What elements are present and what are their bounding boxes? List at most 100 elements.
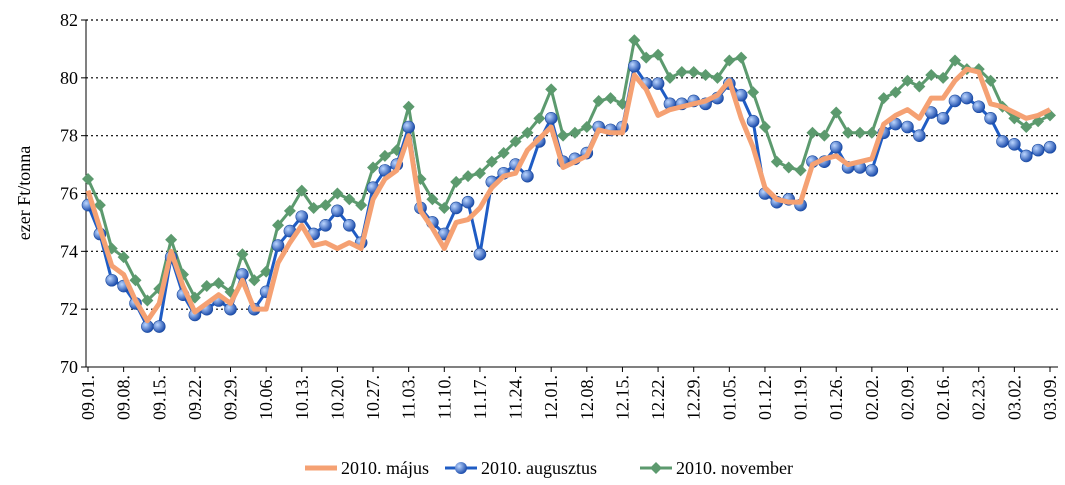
marker (652, 48, 665, 61)
marker (426, 193, 439, 206)
marker (485, 155, 498, 168)
marker (865, 126, 878, 139)
marker (473, 167, 486, 180)
marker (473, 247, 487, 261)
marker (129, 274, 142, 287)
marker (699, 68, 712, 81)
x-tick-label: 12.08. (577, 375, 597, 420)
legend-label: 2010. augusztus (481, 458, 597, 478)
marker (889, 86, 902, 99)
x-tick-label: 01.19. (791, 375, 811, 420)
legend-marker (455, 462, 467, 474)
marker (830, 106, 843, 119)
marker (343, 193, 356, 206)
marker (462, 170, 475, 183)
marker (1043, 140, 1057, 154)
x-tick-label: 09.15. (149, 375, 169, 420)
x-tick-label: 11.10. (434, 375, 454, 419)
marker (960, 91, 974, 105)
series-line (85, 66, 1052, 324)
marker (758, 120, 771, 133)
x-tick-label: 12.01. (541, 375, 561, 420)
marker (794, 164, 807, 177)
x-tick-label: 11.03. (399, 375, 419, 419)
x-tick-label: 10.27. (363, 375, 383, 420)
marker (521, 126, 534, 139)
marker (936, 112, 950, 125)
marker (105, 273, 119, 287)
x-tick-label: 01.12. (755, 375, 775, 420)
marker (248, 274, 261, 287)
marker (937, 71, 950, 84)
marker (449, 201, 463, 215)
marker (901, 120, 914, 134)
marker (283, 204, 296, 217)
marker (533, 112, 546, 125)
x-tick-label: 12.29. (684, 375, 704, 420)
marker (1031, 143, 1045, 157)
marker (236, 248, 249, 261)
marker (972, 100, 986, 114)
marker (1008, 138, 1021, 151)
y-tick-label: 70 (60, 357, 78, 377)
x-tick-label: 12.15. (612, 375, 632, 420)
x-tick-label: 09.01. (78, 375, 98, 420)
legend-marker (650, 462, 662, 474)
marker (402, 100, 415, 113)
marker (1019, 149, 1033, 163)
marker (818, 129, 831, 142)
marker (806, 126, 819, 139)
marker (1020, 120, 1033, 133)
marker (509, 135, 522, 148)
x-tick-label: 01.05. (719, 375, 739, 420)
marker (272, 219, 285, 232)
marker (711, 71, 724, 84)
y-tick-label: 72 (60, 299, 78, 319)
marker (770, 155, 783, 168)
marker (865, 164, 879, 177)
x-tick-label: 03.02. (1004, 375, 1024, 420)
marker (948, 54, 961, 67)
series-line (86, 38, 1051, 302)
x-tick-label: 10.13. (292, 375, 312, 420)
x-tick-label: 12.22. (648, 375, 668, 420)
marker (93, 199, 106, 212)
marker (545, 83, 558, 96)
marker (557, 129, 570, 142)
marker (984, 74, 997, 87)
marker (913, 129, 926, 142)
x-tick-label: 01.26. (826, 375, 846, 420)
marker (580, 120, 593, 133)
marker (82, 173, 94, 186)
marker (829, 140, 843, 154)
marker (319, 219, 332, 232)
x-tick-label: 09.22. (185, 375, 205, 420)
y-tick-label: 78 (60, 126, 78, 146)
marker (402, 120, 415, 134)
marker (746, 114, 760, 128)
marker (842, 126, 855, 139)
marker (438, 201, 451, 214)
x-tick-label: 02.02. (862, 375, 882, 420)
marker (747, 86, 760, 99)
marker (461, 195, 475, 209)
marker (877, 92, 890, 105)
y-tick-label: 80 (60, 68, 78, 88)
marker (331, 204, 344, 218)
y-tick-label: 76 (60, 184, 78, 204)
marker (544, 112, 558, 125)
marker (200, 280, 213, 293)
marker (913, 80, 926, 93)
series (82, 34, 1056, 307)
legend-label: 2010. november (676, 458, 793, 478)
marker (984, 112, 997, 125)
y-axis-label: ezer Ft/tonna (14, 146, 34, 240)
marker (117, 251, 130, 264)
marker (735, 51, 748, 64)
marker (152, 320, 166, 333)
x-tick-label: 10.20. (327, 375, 347, 420)
marker (378, 149, 391, 162)
marker (331, 187, 344, 200)
marker (628, 59, 641, 73)
